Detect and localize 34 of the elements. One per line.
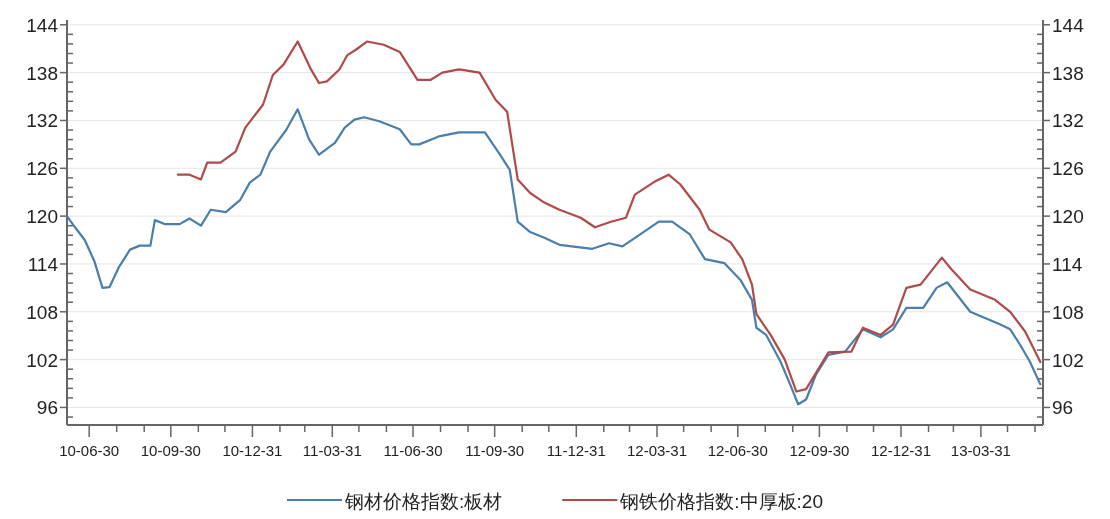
x-tick-label: 11-09-30 <box>465 442 525 459</box>
y-tick-label: 138 <box>26 62 58 84</box>
y-tick-label: 120 <box>26 206 58 228</box>
y2-tick-label: 126 <box>1052 158 1084 180</box>
y-tick-label: 114 <box>27 253 59 275</box>
y2-tick-label: 144 <box>1052 14 1085 36</box>
x-tick-label: 12-06-30 <box>707 442 768 459</box>
y2-tick-label: 108 <box>1052 301 1084 323</box>
x-tick-label: 12-03-31 <box>627 442 688 459</box>
y2-tick-label: 138 <box>1052 62 1084 84</box>
y2-tick-label: 102 <box>1052 349 1084 371</box>
x-tick-label: 13-03-31 <box>950 442 1011 459</box>
y-tick-label: 144 <box>26 14 59 36</box>
y-tick-label: 132 <box>26 110 58 132</box>
y-tick-label: 126 <box>26 158 58 180</box>
y2-tick-label: 114 <box>1052 253 1083 275</box>
x-tick-label: 11-06-30 <box>383 442 443 459</box>
y-tick-label: 96 <box>36 397 58 419</box>
x-tick-label: 11-12-31 <box>546 442 606 459</box>
x-tick-label: 10-09-30 <box>140 442 201 459</box>
legend-label: 钢铁价格指数:中厚板:20 <box>619 491 823 512</box>
line-series <box>65 108 1042 406</box>
x-tick-label: 12-12-31 <box>871 442 932 459</box>
x-tick-label: 10-06-30 <box>59 442 120 459</box>
y2-tick-label: 96 <box>1052 397 1074 419</box>
legend-label: 钢材价格指数:板材 <box>344 491 503 512</box>
x-tick-label: 10-12-31 <box>222 442 283 459</box>
y2-tick-label: 132 <box>1052 110 1084 132</box>
x-tick-label: 12-09-30 <box>789 442 850 459</box>
y-tick-label: 108 <box>26 301 58 323</box>
line-series <box>176 40 1042 393</box>
y-tick-label: 102 <box>26 349 58 371</box>
x-tick-label: 11-03-31 <box>302 442 362 459</box>
y2-tick-label: 120 <box>1052 206 1084 228</box>
